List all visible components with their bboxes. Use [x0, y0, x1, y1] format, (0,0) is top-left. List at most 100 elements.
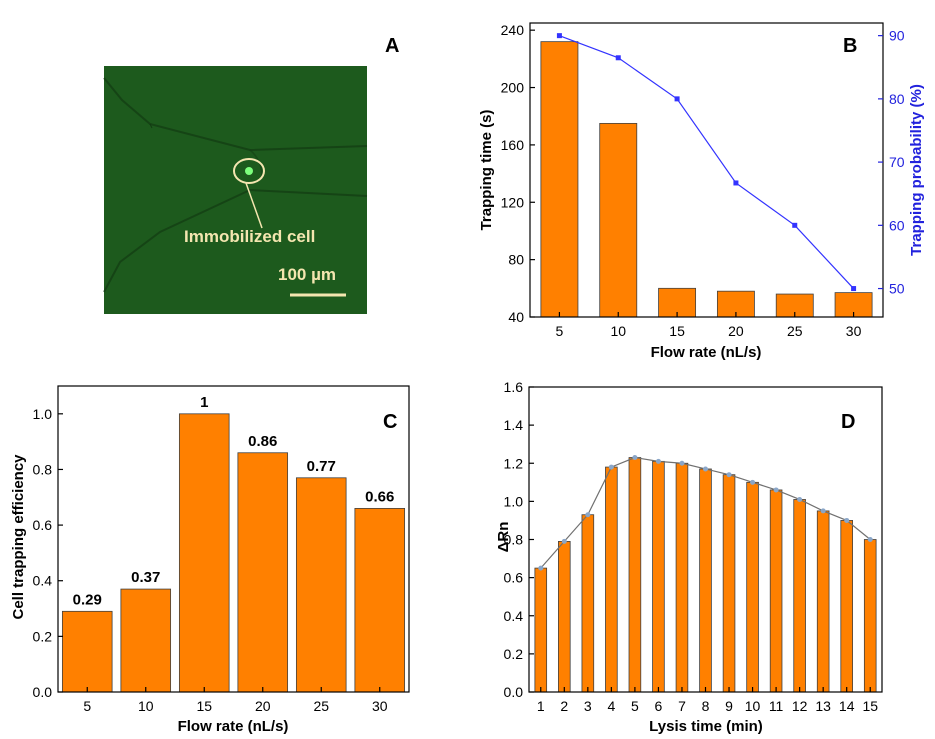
- d-trend-point-5: [632, 455, 638, 461]
- d-bar-9: [722, 474, 736, 693]
- d-y-tick-label-3: 0.6: [504, 570, 524, 586]
- line-b: [556, 33, 857, 292]
- d-trend-point-11: [773, 487, 779, 493]
- b-probability-point-15: [674, 96, 680, 102]
- b-x-tick-label-2: 15: [669, 323, 685, 339]
- panel-a: Immobilized cell 100 µm A: [103, 35, 399, 314]
- b-y-tick-label-0: 40: [508, 309, 524, 325]
- d-bar-2: [558, 541, 571, 693]
- d-bar-1: [534, 567, 548, 693]
- b-y-tick-label-3: 160: [501, 137, 525, 153]
- d-bar-13: [816, 510, 830, 693]
- c-y-tick-label-1: 0.2: [33, 628, 53, 644]
- c-y-tick-label-4: 0.8: [33, 461, 53, 477]
- c-y-tick-label-0: 0.0: [33, 684, 53, 700]
- c-bar-10: [120, 588, 172, 693]
- b-probability-point-10: [615, 55, 621, 61]
- c-x-tick-label-3: 20: [255, 698, 271, 714]
- c-x-tick-label-2: 15: [196, 698, 212, 714]
- d-y-tick-label-0: 0.0: [504, 684, 524, 700]
- micrograph: [104, 66, 367, 314]
- d-trend-point-13: [820, 508, 826, 514]
- plot-frame-c: [57, 385, 410, 693]
- d-y-tick-label-8: 1.6: [504, 379, 524, 395]
- b-x-tick-label-1: 10: [610, 323, 626, 339]
- c-bar-30: [354, 507, 406, 693]
- plot-frame-b: [529, 22, 884, 318]
- d-bar-6: [652, 460, 665, 693]
- d-bar-8: [699, 468, 712, 693]
- d-y-tick-label-4: 0.8: [504, 532, 524, 548]
- d-trend-point-6: [655, 458, 661, 464]
- x-axis-b: 5 10 15 20 25 30: [556, 312, 862, 339]
- d-x-tick-label-3: 4: [607, 698, 615, 714]
- x-axis-c: 5 10 15 20 25 30: [83, 687, 388, 714]
- d-trend-point-3: [585, 512, 591, 518]
- x-axis-title-c: Flow rate (nL/s): [178, 718, 289, 735]
- bars-b: [540, 41, 873, 318]
- b-probability-line: [559, 35, 855, 289]
- b-y2-tick-label-4: 90: [889, 28, 905, 44]
- c-data-label-5: 0.29: [73, 591, 102, 608]
- d-y-tick-label-1: 0.2: [504, 646, 524, 662]
- c-bar-15: [178, 413, 230, 693]
- left-axis-b: 40 80 120 160 200 240: [501, 22, 535, 325]
- d-trend-point-9: [726, 472, 732, 478]
- b-probability-point-5: [556, 33, 562, 39]
- d-y-tick-label-7: 1.4: [504, 417, 524, 433]
- d-bar-12: [793, 499, 806, 693]
- c-x-tick-label-5: 30: [372, 698, 388, 714]
- b-y-tick-label-1: 80: [508, 252, 524, 268]
- d-y-tick-label-5: 1.0: [504, 493, 524, 509]
- d-bar-4: [605, 466, 618, 693]
- c-data-label-10: 0.37: [131, 569, 160, 586]
- c-data-label-25: 0.77: [307, 458, 336, 475]
- b-bar-10: [599, 122, 638, 318]
- b-probability-point-20: [733, 180, 739, 186]
- d-trend-point-14: [844, 517, 850, 523]
- panel-letter-d: D: [841, 411, 855, 433]
- d-bar-14: [840, 520, 853, 693]
- x-axis-title-b: Flow rate (nL/s): [651, 344, 762, 361]
- d-x-tick-label-8: 9: [725, 698, 733, 714]
- y-axis-title-b: Trapping time (s): [478, 110, 495, 231]
- c-x-tick-label-4: 25: [313, 698, 329, 714]
- c-data-label-20: 0.86: [248, 433, 277, 450]
- d-x-tick-label-7: 8: [702, 698, 710, 714]
- d-y-tick-label-6: 1.2: [504, 455, 524, 471]
- b-y2-tick-label-1: 60: [889, 217, 905, 233]
- immobilized-cell: [245, 167, 253, 175]
- y-axis-title-c: Cell trapping efficiency: [10, 454, 27, 620]
- c-y-tick-label-5: 1.0: [33, 406, 53, 422]
- d-bar-10: [746, 481, 759, 693]
- y-axis-title-d: ΔRn: [495, 522, 512, 553]
- d-bar-7: [675, 462, 689, 693]
- c-y-tick-label-3: 0.6: [33, 517, 53, 533]
- bars-d: [534, 457, 877, 693]
- panel-letter-a: A: [385, 35, 399, 57]
- c-bar-25: [295, 477, 347, 693]
- d-bar-15: [863, 539, 877, 693]
- panel-letter-b: B: [843, 35, 857, 57]
- y-axis-d: 0.0 0.2 0.4 0.6 0.8 1.0 1.2 1.4 1.6: [504, 379, 534, 700]
- panel-c: 0.29 0.37 1 0.86 0.77 0.66 0.0 0.2 0.4 0.6 0.8 1.0…: [10, 385, 410, 735]
- panel-letter-c: C: [383, 411, 397, 433]
- b-y-tick-label-5: 240: [501, 22, 525, 38]
- b-x-tick-label-5: 30: [846, 323, 862, 339]
- y2-axis-title-b: Trapping probability (%): [908, 84, 925, 256]
- line-d: [538, 455, 873, 571]
- d-x-tick-label-2: 3: [584, 698, 592, 714]
- b-probability-point-30: [851, 286, 857, 292]
- d-x-tick-label-12: 13: [815, 698, 831, 714]
- d-x-tick-label-1: 2: [560, 698, 568, 714]
- b-x-tick-label-3: 20: [728, 323, 744, 339]
- d-y-tick-label-2: 0.4: [504, 608, 524, 624]
- b-y-tick-label-4: 200: [501, 80, 525, 96]
- d-trend-point-2: [561, 538, 567, 544]
- cell-highlight-ring: [233, 158, 265, 184]
- d-x-tick-label-14: 15: [862, 698, 878, 714]
- c-data-label-30: 0.66: [365, 488, 394, 505]
- d-trend-point-8: [703, 466, 708, 472]
- c-x-tick-label-0: 5: [83, 698, 91, 714]
